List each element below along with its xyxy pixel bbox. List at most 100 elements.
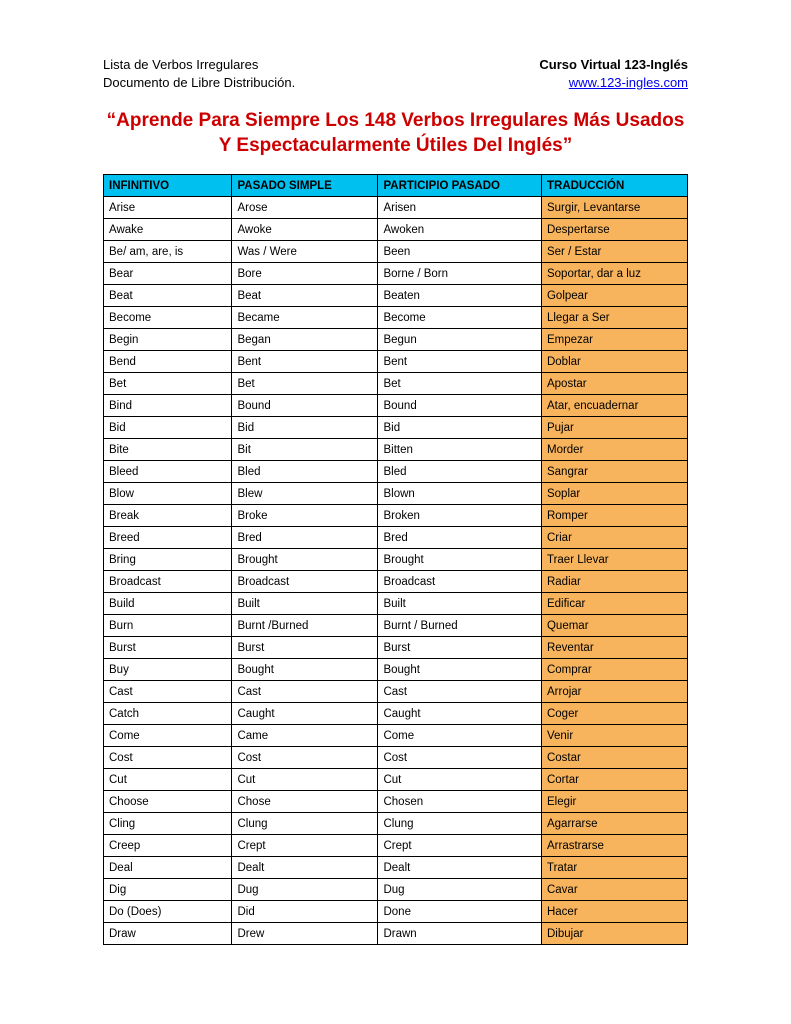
table-cell: Doblar [541, 351, 687, 373]
table-row: BeatBeatBeatenGolpear [104, 285, 688, 307]
page-header: Lista de Verbos Irregulares Documento de… [103, 56, 688, 91]
table-cell: Cast [232, 681, 378, 703]
table-row: BendBentBentDoblar [104, 351, 688, 373]
table-row: DealDealtDealtTratar [104, 857, 688, 879]
table-row: CastCastCastArrojar [104, 681, 688, 703]
table-cell: Built [232, 593, 378, 615]
table-row: BurnBurnt /BurnedBurnt / BurnedQuemar [104, 615, 688, 637]
table-cell: Empezar [541, 329, 687, 351]
table-cell: Cling [104, 813, 232, 835]
table-row: BurstBurstBurstReventar [104, 637, 688, 659]
table-cell: Deal [104, 857, 232, 879]
table-cell: Sangrar [541, 461, 687, 483]
table-cell: Hacer [541, 901, 687, 923]
table-cell: Choose [104, 791, 232, 813]
table-row: BleedBledBledSangrar [104, 461, 688, 483]
col-infinitive: INFINITIVO [104, 175, 232, 197]
table-cell: Cost [378, 747, 542, 769]
table-cell: Bound [378, 395, 542, 417]
table-cell: Crept [378, 835, 542, 857]
table-cell: Broken [378, 505, 542, 527]
table-cell: Became [232, 307, 378, 329]
table-cell: Costar [541, 747, 687, 769]
table-cell: Blew [232, 483, 378, 505]
table-cell: Cast [378, 681, 542, 703]
table-cell: Bled [378, 461, 542, 483]
table-row: CatchCaughtCaughtCoger [104, 703, 688, 725]
table-cell: Dealt [232, 857, 378, 879]
table-cell: Comprar [541, 659, 687, 681]
table-cell: Arise [104, 197, 232, 219]
table-cell: Beat [232, 285, 378, 307]
table-cell: Cut [378, 769, 542, 791]
header-link[interactable]: www.123-ingles.com [569, 75, 688, 90]
table-row: BreakBrokeBrokenRomper [104, 505, 688, 527]
table-cell: Burn [104, 615, 232, 637]
table-cell: Surgir, Levantarse [541, 197, 687, 219]
table-cell: Catch [104, 703, 232, 725]
table-cell: Quemar [541, 615, 687, 637]
table-cell: Dug [232, 879, 378, 901]
table-cell: Become [378, 307, 542, 329]
table-row: BuildBuiltBuiltEdificar [104, 593, 688, 615]
document-title: “Aprende Para Siempre Los 148 Verbos Irr… [103, 109, 688, 158]
table-cell: Bear [104, 263, 232, 285]
table-cell: Caught [378, 703, 542, 725]
table-cell: Coger [541, 703, 687, 725]
table-cell: Bid [104, 417, 232, 439]
table-cell: Bred [232, 527, 378, 549]
table-cell: Bought [232, 659, 378, 681]
table-cell: Cortar [541, 769, 687, 791]
table-row: AriseAroseArisenSurgir, Levantarse [104, 197, 688, 219]
table-cell: Arrojar [541, 681, 687, 703]
table-row: BiteBitBittenMorder [104, 439, 688, 461]
header-left-line2: Documento de Libre Distribución. [103, 74, 295, 92]
table-cell: Edificar [541, 593, 687, 615]
table-cell: Apostar [541, 373, 687, 395]
table-cell: Cast [104, 681, 232, 703]
table-cell: Do (Does) [104, 901, 232, 923]
table-row: BlowBlewBlownSoplar [104, 483, 688, 505]
table-cell: Dibujar [541, 923, 687, 945]
table-cell: Break [104, 505, 232, 527]
header-left: Lista de Verbos Irregulares Documento de… [103, 56, 295, 91]
table-row: CreepCreptCreptArrastrarse [104, 835, 688, 857]
table-cell: Burnt /Burned [232, 615, 378, 637]
header-course-name: Curso Virtual 123-Inglés [539, 56, 688, 74]
document-page: Lista de Verbos Irregulares Documento de… [0, 0, 791, 985]
table-cell: Bet [378, 373, 542, 395]
table-cell: Begun [378, 329, 542, 351]
table-cell: Built [378, 593, 542, 615]
table-cell: Borne / Born [378, 263, 542, 285]
table-cell: Bend [104, 351, 232, 373]
table-cell: Bring [104, 549, 232, 571]
table-cell: Traer Llevar [541, 549, 687, 571]
table-cell: Draw [104, 923, 232, 945]
table-cell: Reventar [541, 637, 687, 659]
table-cell: Blow [104, 483, 232, 505]
table-cell: Burst [378, 637, 542, 659]
table-cell: Llegar a Ser [541, 307, 687, 329]
table-cell: Come [378, 725, 542, 747]
header-left-line1: Lista de Verbos Irregulares [103, 56, 295, 74]
table-row: BecomeBecameBecomeLlegar a Ser [104, 307, 688, 329]
table-cell: Tratar [541, 857, 687, 879]
col-past-participle: PARTICIPIO PASADO [378, 175, 542, 197]
table-row: BringBroughtBroughtTraer Llevar [104, 549, 688, 571]
table-cell: Brought [232, 549, 378, 571]
table-row: DigDugDugCavar [104, 879, 688, 901]
table-row: BreedBredBredCriar [104, 527, 688, 549]
table-cell: Awoke [232, 219, 378, 241]
table-cell: Blown [378, 483, 542, 505]
table-cell: Morder [541, 439, 687, 461]
table-cell: Breed [104, 527, 232, 549]
table-cell: Did [232, 901, 378, 923]
table-row: BindBoundBoundAtar, encuadernar [104, 395, 688, 417]
table-cell: Cost [104, 747, 232, 769]
table-cell: Despertarse [541, 219, 687, 241]
table-row: BeginBeganBegunEmpezar [104, 329, 688, 351]
table-row: AwakeAwokeAwokenDespertarse [104, 219, 688, 241]
table-cell: Crept [232, 835, 378, 857]
table-cell: Soportar, dar a luz [541, 263, 687, 285]
table-cell: Done [378, 901, 542, 923]
